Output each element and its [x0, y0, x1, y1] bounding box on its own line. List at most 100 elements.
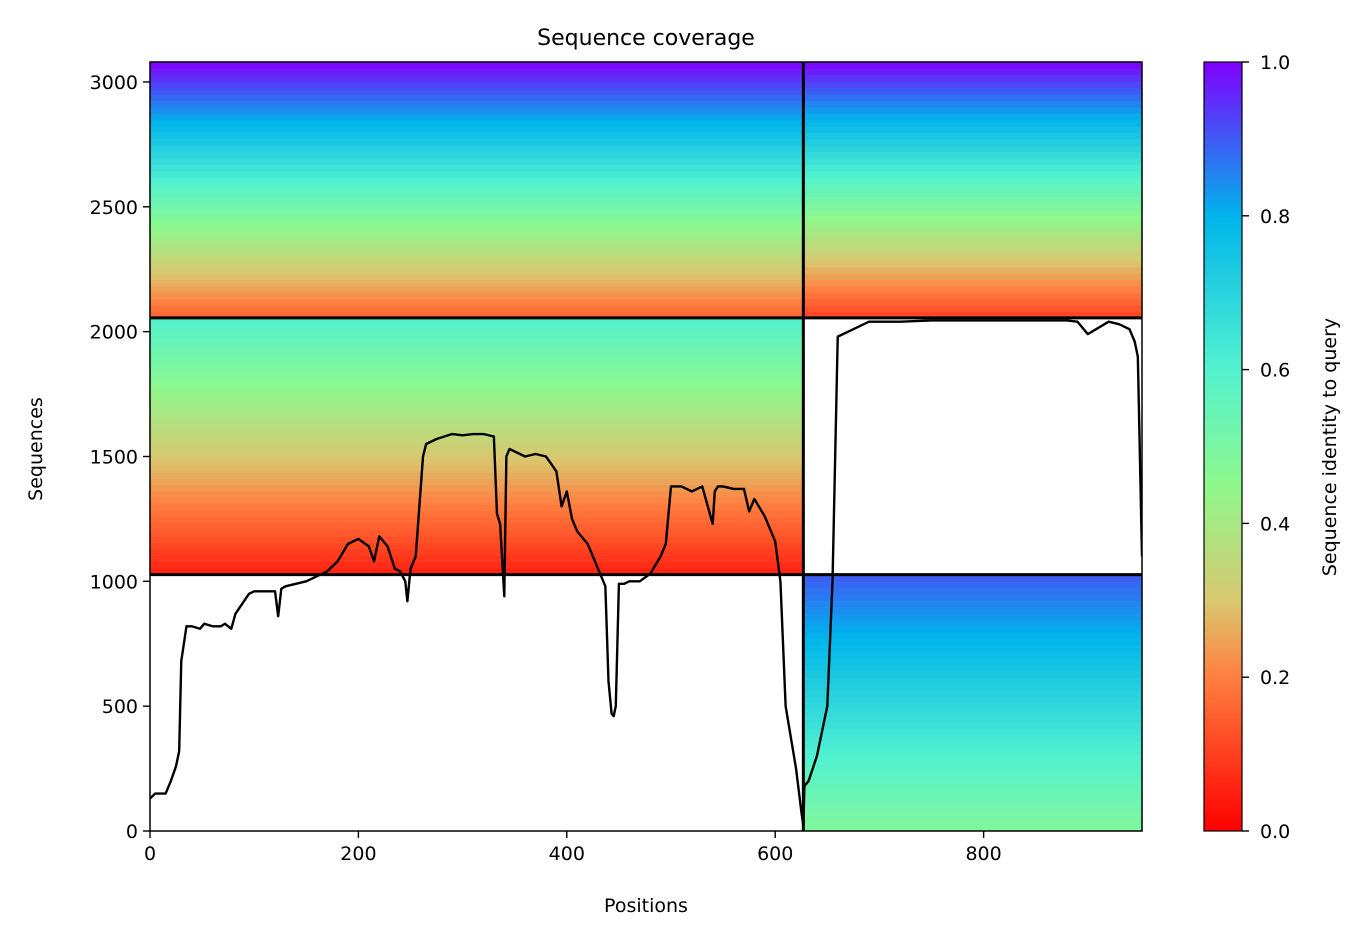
coverage-band: [150, 427, 804, 435]
coverage-band: [150, 164, 804, 172]
coverage-band: [150, 523, 804, 531]
coverage-band: [150, 471, 804, 479]
coverage-band: [803, 93, 1142, 101]
colorbar-tick-label: 1.0: [1260, 52, 1290, 74]
coverage-band: [803, 305, 1142, 313]
coverage-band: [150, 452, 804, 460]
coverage-band: [803, 311, 1142, 319]
coverage-band: [803, 683, 1142, 691]
coverage-band: [150, 548, 804, 556]
coverage-band: [150, 439, 804, 447]
coverage-band: [150, 305, 804, 313]
coverage-band: [150, 68, 804, 76]
coverage-band: [803, 228, 1142, 236]
coverage-band: [150, 568, 804, 576]
colorbar-ticks: 0.0 0.2 0.4 0.6 0.8 1.0: [1242, 52, 1290, 843]
coverage-band: [803, 664, 1142, 672]
coverage-band: [803, 645, 1142, 653]
coverage-band: [150, 375, 804, 383]
coverage-band: [803, 677, 1142, 685]
coverage-band: [150, 324, 804, 332]
coverage-band: [803, 68, 1142, 76]
colorbar-label: Sequence identity to query: [1319, 318, 1341, 576]
coverage-band: [150, 273, 804, 281]
coverage-band: [803, 696, 1142, 704]
coverage-band: [150, 62, 804, 69]
colorbar-tick-label: 0.8: [1260, 206, 1290, 228]
coverage-band: [803, 87, 1142, 95]
coverage-band: [150, 215, 804, 223]
coverage-band: [803, 741, 1142, 749]
coverage-band: [150, 234, 804, 242]
coverage-band: [150, 407, 804, 415]
coverage-band: [803, 221, 1142, 229]
coverage-band: [803, 702, 1142, 710]
coverage-band: [803, 798, 1142, 806]
coverage-band: [803, 625, 1142, 633]
chart-title: Sequence coverage: [537, 26, 755, 51]
coverage-band: [150, 221, 804, 229]
coverage-band: [803, 657, 1142, 665]
coverage-band: [803, 754, 1142, 762]
coverage-blocks: [150, 62, 1142, 831]
coverage-band: [150, 157, 804, 165]
coverage-band: [150, 183, 804, 191]
coverage-band: [150, 279, 804, 287]
coverage-band: [150, 151, 804, 159]
x-tick-label: 800: [965, 843, 1001, 865]
coverage-band: [150, 536, 804, 544]
coverage-band: [803, 266, 1142, 274]
coverage-band: [803, 119, 1142, 127]
coverage-band: [803, 824, 1142, 831]
coverage-band: [803, 260, 1142, 268]
coverage-band: [803, 81, 1142, 89]
coverage-band: [803, 113, 1142, 121]
coverage-band: [803, 170, 1142, 178]
coverage-band: [150, 478, 804, 486]
coverage-band: [150, 196, 804, 204]
coverage-band: [150, 241, 804, 249]
y-tick-label: 0: [126, 821, 138, 843]
y-tick-label: 3000: [90, 72, 138, 94]
coverage-band: [803, 292, 1142, 300]
coverage-band: [150, 337, 804, 345]
coverage-band: [150, 81, 804, 89]
y-axis-ticks: 0 500 1000 1500 2000 2500 3000: [90, 72, 150, 843]
y-tick-label: 1500: [90, 446, 138, 468]
coverage-band: [150, 555, 804, 563]
coverage-band: [803, 177, 1142, 185]
coverage-band: [803, 734, 1142, 742]
coverage-band: [150, 459, 804, 467]
coverage-band: [150, 510, 804, 518]
coverage-band: [150, 266, 804, 274]
coverage-band: [803, 189, 1142, 197]
coverage-band: [150, 132, 804, 140]
coverage-band: [803, 202, 1142, 210]
coverage-band: [803, 273, 1142, 281]
coverage-band: [803, 651, 1142, 659]
y-tick-label: 2500: [90, 197, 138, 219]
coverage-band: [803, 151, 1142, 159]
coverage-band: [150, 170, 804, 178]
coverage-band: [803, 600, 1142, 608]
y-axis-label: Sequences: [25, 397, 47, 501]
coverage-band: [150, 100, 804, 108]
coverage-band: [803, 792, 1142, 800]
coverage-band: [150, 356, 804, 364]
coverage-band: [150, 394, 804, 402]
y-tick-label: 2000: [90, 322, 138, 344]
coverage-band: [150, 401, 804, 409]
coverage-block: [803, 62, 1142, 319]
coverage-band: [150, 189, 804, 197]
separator-lines: [150, 62, 1142, 831]
coverage-band: [150, 93, 804, 101]
coverage-band: [803, 747, 1142, 755]
plot-frame: [149, 61, 1143, 832]
coverage-band: [803, 587, 1142, 595]
coverage-band: [150, 491, 804, 499]
coverage-band: [803, 247, 1142, 255]
coverage-band: [803, 196, 1142, 204]
coverage-band: [803, 74, 1142, 82]
coverage-band: [150, 253, 804, 261]
